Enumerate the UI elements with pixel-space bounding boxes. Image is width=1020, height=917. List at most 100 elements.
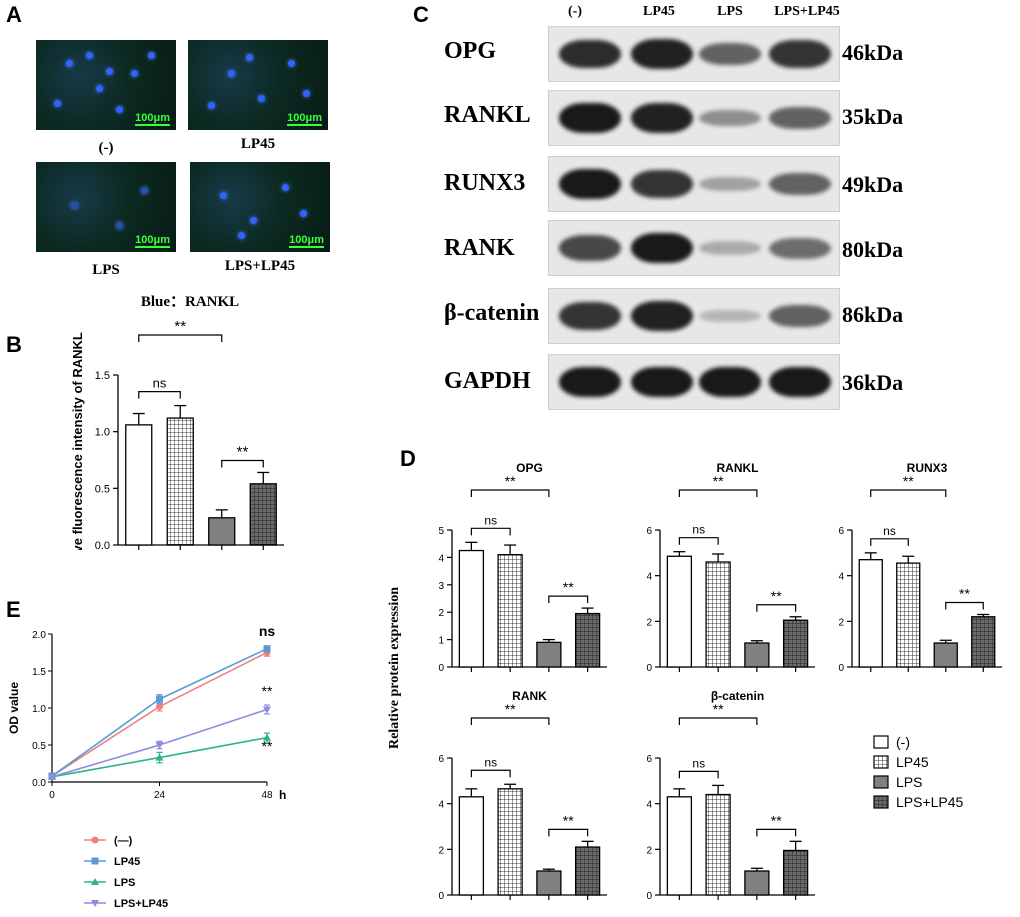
- legend-marker: [91, 836, 99, 844]
- data-point: [155, 742, 164, 749]
- micrograph-lps-lp45: 100μm: [190, 162, 330, 252]
- x-tick-label: 0: [49, 790, 55, 801]
- legend-swatch: [873, 775, 889, 789]
- y-tick-label: 4: [646, 800, 652, 811]
- y-tick-label: 6: [646, 526, 652, 537]
- significance-bracket: [138, 334, 223, 342]
- y-tick-label: 4: [838, 572, 844, 583]
- blot-band: [769, 172, 831, 196]
- blot-band: [631, 366, 693, 398]
- significance-bracket: [548, 828, 589, 837]
- significance-bracket: [138, 391, 181, 399]
- micrograph-lp45: 100μm: [188, 40, 328, 130]
- scale-bar: 100μm: [287, 112, 322, 126]
- chart-b: Relative fluorescence intensity of RANKL…: [70, 320, 284, 550]
- chart-d-beta-catenin: β-catenin 0 2 4 6 ** ns **: [646, 689, 815, 902]
- bar: [574, 846, 601, 896]
- scale-bar: 100μm: [135, 112, 170, 126]
- micrograph-label-lps-lp45: LPS+LP45: [224, 258, 296, 274]
- blot-band: [631, 39, 693, 69]
- lane-label: LP45: [643, 4, 675, 19]
- significance-label: ns: [259, 623, 276, 639]
- blot-band: [769, 304, 831, 328]
- protein-label: RANKL: [444, 102, 531, 128]
- chart-title: RANKL: [717, 461, 759, 475]
- y-tick-label: 3: [438, 581, 444, 592]
- significance-label: **: [563, 579, 574, 595]
- legend-swatch: [873, 735, 889, 749]
- bar: [666, 796, 693, 896]
- bar: [536, 870, 562, 896]
- bar: [744, 870, 770, 896]
- bar: [249, 483, 277, 546]
- bar: [933, 642, 958, 668]
- kda-label: 35kDa: [842, 104, 904, 129]
- legend-label: LP45: [114, 856, 140, 868]
- y-tick-label: 0: [438, 663, 444, 674]
- y-tick-label: 0: [438, 891, 444, 902]
- significance-label: **: [237, 443, 249, 460]
- blot-band: [559, 168, 621, 200]
- blot-band: [699, 109, 761, 127]
- y-tick-label: 4: [646, 572, 652, 583]
- bar: [208, 517, 236, 546]
- protein-label: GAPDH: [444, 368, 531, 394]
- micrograph-lps: 100μm: [36, 162, 176, 252]
- bar: [458, 549, 485, 668]
- blot-row: [548, 220, 840, 276]
- legend-marker: [91, 900, 99, 907]
- y-tick-label: 2.0: [32, 630, 46, 641]
- significance-bracket: [470, 527, 511, 536]
- y-tick-label: 5: [438, 526, 444, 537]
- y-tick-label: 0.5: [32, 741, 46, 752]
- legend-swatch: [873, 795, 889, 809]
- blot-band: [769, 237, 831, 259]
- panel-d-ylabel: Relative protein expression: [387, 586, 402, 750]
- chart-title: OPG: [516, 461, 543, 475]
- bar: [705, 561, 731, 668]
- significance-label: ns: [692, 523, 705, 537]
- x-tick-label: 48: [261, 790, 273, 801]
- y-axis-label: OD value: [8, 682, 21, 734]
- y-tick-label: 1.0: [32, 704, 46, 715]
- y-tick-label: 0: [838, 663, 844, 674]
- scale-bar: 100μm: [135, 234, 170, 248]
- significance-label: ns: [484, 755, 497, 769]
- protein-label: RANK: [444, 235, 515, 261]
- blot-band: [631, 103, 693, 133]
- significance-label: **: [959, 585, 970, 601]
- y-tick-label: 0: [646, 891, 652, 902]
- panel-letter-e: E: [6, 597, 21, 622]
- blot-band: [699, 309, 761, 323]
- data-point: [263, 733, 271, 741]
- blot-band: [699, 366, 761, 398]
- significance-label: ns: [692, 756, 705, 770]
- chart-title: RUNX3: [907, 461, 948, 475]
- kda-label: 36kDa: [842, 370, 904, 395]
- blot-band: [559, 39, 621, 69]
- y-tick-label: 1: [438, 636, 444, 647]
- kda-label: 49kDa: [842, 172, 904, 197]
- significance-bracket: [221, 459, 264, 468]
- legend-swatch: [873, 755, 889, 769]
- legend-marker: [91, 857, 99, 865]
- data-point: [48, 773, 56, 781]
- data-point: [263, 706, 271, 714]
- significance-bracket: [756, 828, 797, 837]
- legend-label: LP45: [896, 754, 929, 770]
- blot-band: [769, 40, 831, 68]
- significance-bracket: [678, 770, 719, 779]
- chart-e: OD value 0.0 0.5 1.0 1.5 2.0 0 24 48 h ns ** **: [8, 623, 286, 802]
- legend-label: (-): [896, 734, 910, 750]
- lane-label: (-): [568, 4, 582, 19]
- significance-label: **: [713, 701, 724, 717]
- blot-band: [631, 232, 693, 264]
- y-axis-label: Relative fluorescence intensity of RANKL: [70, 332, 85, 550]
- y-tick-label: 6: [838, 526, 844, 537]
- significance-bracket: [470, 489, 550, 497]
- bar: [166, 417, 194, 546]
- significance-label: **: [505, 473, 516, 489]
- micrograph-label-control: (-): [98, 140, 114, 156]
- bar: [666, 555, 693, 668]
- significance-label: ns: [883, 524, 896, 538]
